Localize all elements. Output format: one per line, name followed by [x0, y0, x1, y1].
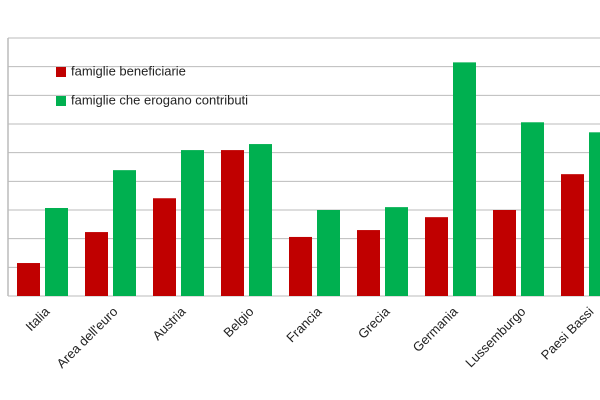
x-tick-label: Lussemburgo	[462, 304, 528, 370]
bar	[289, 236, 312, 296]
bar	[153, 198, 176, 296]
bar	[493, 210, 516, 296]
x-tick-label: Francia	[283, 303, 325, 345]
bar	[45, 207, 68, 296]
legend-label: famiglie che erogano contributi	[71, 92, 248, 107]
x-tick-label: Austria	[149, 303, 189, 343]
bar	[521, 122, 544, 296]
bar	[317, 210, 340, 296]
bar	[453, 62, 476, 296]
x-tick-label: Area dell'euro	[54, 304, 121, 371]
bar	[561, 174, 584, 296]
bar	[85, 232, 108, 296]
bar	[113, 170, 136, 296]
x-tick-label: Germania	[410, 303, 462, 355]
x-tick-label: Belgio	[220, 304, 256, 340]
bar	[589, 132, 600, 296]
legend-swatch	[56, 67, 66, 77]
x-tick-label: Grecia	[355, 303, 393, 341]
bar	[181, 150, 204, 296]
x-tick-label: Italia	[23, 303, 54, 334]
legend-label: famiglie beneficiarie	[71, 63, 186, 78]
bar	[249, 144, 272, 296]
legend-swatch	[56, 96, 66, 106]
bar	[425, 217, 448, 296]
bar	[357, 230, 380, 296]
bar	[385, 207, 408, 296]
bar	[17, 263, 40, 296]
x-tick-label: Paesi Bassi	[538, 304, 597, 363]
bar	[221, 150, 244, 296]
